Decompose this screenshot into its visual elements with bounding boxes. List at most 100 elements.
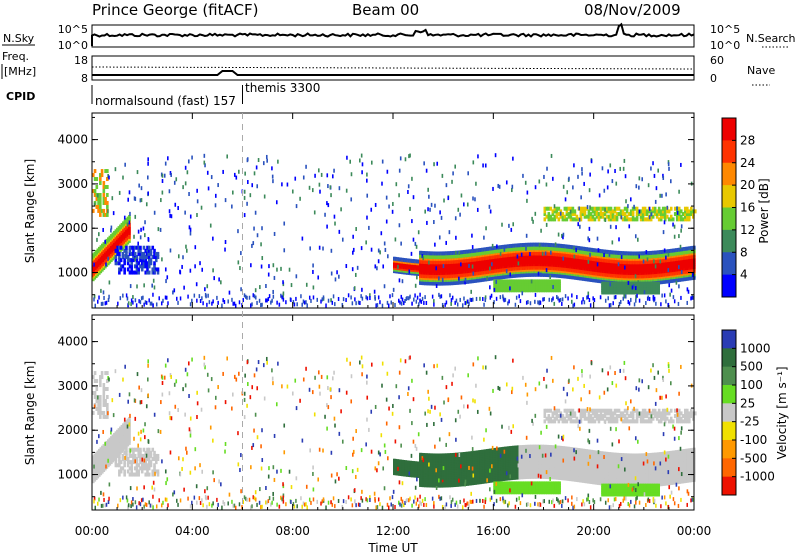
power-cell bbox=[437, 251, 440, 256]
power-cell bbox=[503, 244, 507, 249]
power-cell bbox=[639, 281, 643, 286]
power-cell bbox=[650, 286, 653, 291]
power-cell bbox=[224, 239, 227, 244]
power-cell bbox=[538, 283, 542, 288]
power-cell bbox=[326, 201, 328, 206]
power-cell bbox=[154, 255, 158, 260]
power-cell bbox=[97, 208, 100, 213]
power-cell bbox=[425, 251, 429, 256]
power-cell bbox=[542, 286, 546, 291]
power-cell bbox=[423, 161, 425, 166]
power-cell bbox=[558, 279, 561, 284]
power-cell bbox=[356, 265, 359, 270]
power-cell bbox=[107, 298, 110, 303]
power-cell bbox=[118, 261, 121, 266]
power-cell bbox=[496, 288, 500, 293]
power-cell bbox=[218, 277, 220, 282]
power-cell bbox=[106, 212, 109, 217]
power-cell bbox=[631, 206, 635, 211]
power-cell bbox=[521, 243, 525, 248]
power-cell bbox=[98, 246, 101, 251]
power-cell bbox=[137, 251, 141, 256]
power-cell bbox=[123, 258, 126, 263]
power-cell bbox=[573, 212, 577, 217]
power-cell bbox=[153, 210, 156, 215]
power-cell bbox=[177, 206, 179, 211]
cpid-entry-themis: themis 3300 bbox=[245, 81, 320, 95]
power-cell bbox=[562, 244, 566, 249]
power-cell bbox=[602, 281, 606, 286]
power-cell bbox=[409, 258, 412, 263]
power-cell bbox=[589, 205, 591, 210]
power-cell bbox=[549, 217, 553, 222]
power-cell bbox=[434, 242, 436, 247]
power-cell bbox=[379, 250, 381, 255]
power-cell bbox=[530, 281, 533, 286]
power-cell bbox=[210, 175, 213, 180]
power-cell bbox=[330, 271, 333, 276]
power-cell bbox=[601, 212, 605, 217]
power-cell bbox=[580, 246, 584, 251]
power-cell bbox=[627, 283, 631, 288]
power-cell bbox=[543, 212, 547, 217]
power-cell bbox=[521, 291, 524, 296]
power-cell bbox=[571, 206, 575, 211]
power-cell bbox=[587, 236, 589, 241]
power-cell bbox=[579, 206, 583, 211]
power-cell bbox=[583, 246, 587, 251]
power-cell bbox=[104, 196, 107, 201]
power-cell bbox=[555, 212, 559, 217]
power-cell bbox=[625, 281, 629, 286]
power-cell bbox=[172, 290, 174, 295]
power-cell bbox=[615, 225, 617, 230]
power-cell bbox=[186, 170, 189, 175]
power-cell bbox=[631, 281, 634, 286]
power-cell bbox=[533, 279, 537, 284]
power-cell bbox=[428, 251, 432, 256]
power-cell bbox=[546, 242, 549, 247]
power-cell bbox=[441, 277, 444, 282]
power-cell bbox=[589, 252, 591, 257]
power-cell bbox=[634, 283, 638, 288]
power-cell bbox=[609, 283, 613, 288]
power-cell bbox=[523, 288, 526, 293]
power-cell bbox=[530, 283, 533, 288]
power-cell bbox=[233, 172, 236, 177]
power-cell bbox=[262, 161, 265, 166]
power-cell bbox=[441, 251, 445, 256]
power-cell bbox=[493, 279, 496, 284]
power-cell bbox=[669, 214, 673, 219]
power-cell bbox=[346, 155, 348, 160]
power-cell bbox=[196, 188, 198, 193]
power-cell bbox=[666, 249, 670, 254]
power-cell bbox=[277, 159, 279, 164]
power-cell bbox=[531, 279, 535, 284]
power-cell bbox=[106, 192, 109, 197]
power-cell bbox=[517, 283, 521, 288]
power-cell bbox=[649, 209, 653, 214]
power-cell bbox=[102, 185, 106, 190]
power-cell bbox=[126, 216, 130, 221]
power-cell bbox=[545, 206, 549, 211]
power-cell bbox=[361, 162, 364, 167]
power-cell bbox=[252, 241, 255, 246]
power-cell bbox=[505, 283, 509, 288]
power-cell bbox=[397, 264, 399, 269]
power-cell bbox=[117, 301, 119, 306]
power-cell bbox=[655, 290, 659, 295]
power-cell bbox=[99, 212, 102, 217]
power-cell bbox=[139, 245, 142, 250]
power-cell bbox=[185, 244, 187, 249]
power-cell bbox=[104, 212, 107, 217]
power-cell bbox=[652, 161, 654, 166]
power-cell bbox=[655, 212, 659, 217]
power-cell bbox=[678, 189, 680, 194]
power-cell bbox=[587, 291, 590, 296]
power-cell bbox=[609, 282, 612, 287]
power-cell bbox=[676, 210, 679, 215]
power-cell bbox=[493, 283, 496, 288]
power-cell bbox=[662, 175, 665, 180]
power-cell bbox=[599, 295, 602, 300]
power-cell bbox=[442, 264, 445, 269]
power-cell bbox=[483, 235, 485, 240]
